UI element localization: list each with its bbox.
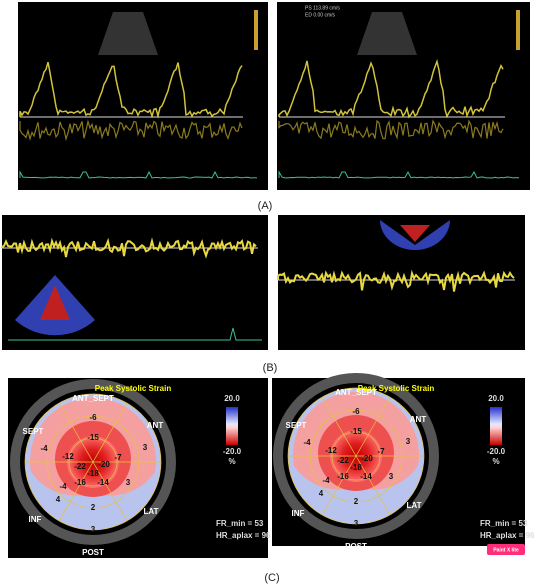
ecg [19,170,258,179]
segment-value: -14 [97,478,109,487]
segment-value: -7 [114,453,122,462]
waveform [19,61,243,119]
scale-min: -20.0 [223,447,242,456]
segment-value: -15 [87,433,99,442]
scale-unit: % [228,457,235,466]
segment-value: -12 [325,446,337,455]
segment-value: -18 [87,469,99,478]
echo-inset [98,12,158,55]
plot-title: Peak Systolic Strain [358,384,435,393]
segment-value: -4 [322,476,330,485]
region-label: SEPT [286,421,307,430]
segment-value: -16 [74,478,86,487]
region-label: ANT_SEPT [72,394,114,403]
region-label: ANT [147,421,164,430]
outer-ring [273,373,439,539]
outer-ring [10,379,176,545]
segment-value: 4 [146,505,151,514]
segment-value: 2 [91,503,96,512]
frame-rate: FR_min = 53 [216,519,264,528]
velocity-scale [516,10,520,50]
segment-value: 4 [319,489,324,498]
waveform [1,237,257,259]
scale-unit: % [492,457,499,466]
plot-title: Peak Systolic Strain [95,384,172,393]
segment-value: 3 [354,519,359,528]
segment-value: 3 [143,443,148,452]
region-label: POST [82,548,104,557]
frame-rate: FR_min = 53 [480,519,528,528]
segment-value: -7 [377,447,385,456]
scale-min: -20.0 [487,447,506,456]
region-label: ANT [410,415,427,424]
segment-value: -16 [337,472,349,481]
color-fan [380,220,450,250]
segment-value: 4 [56,495,61,504]
badge [487,544,525,555]
readout: PS 113.89 cm/s [305,5,340,11]
region-label: ANT_SEPT [335,388,377,397]
region-label: LAT [144,507,159,516]
region-label: SEPT [23,427,44,436]
color-fan [400,225,430,242]
segment-line [58,402,128,522]
segment-value: 3 [91,525,96,534]
waveform [278,119,504,140]
waveform [278,58,504,119]
segment-value: -22 [74,462,86,471]
region-label: POST [345,542,367,551]
region-label: INF [292,509,305,518]
ecg [8,327,262,341]
waveform [19,119,243,142]
segment-line [321,396,391,516]
waveform [277,269,515,292]
color-scale [226,407,238,445]
segment-value: -14 [360,472,372,481]
segment-value: -20 [98,460,110,469]
panel-label: (A) [258,200,273,212]
velocity-scale [254,10,258,50]
echo-inset [357,12,417,55]
segment-value: -6 [352,407,360,416]
panel-label: (C) [264,572,279,584]
segment-value: -15 [350,427,362,436]
readout: ED 0.00 cm/s [305,12,336,18]
region-label: INF [29,515,42,524]
segment-value: -4 [59,482,67,491]
color-scale [490,407,502,445]
segment-value: -4 [40,444,48,453]
region-label: LAT [407,501,422,510]
badge-text: Paint X lite [493,547,519,553]
segment-value: 3 [126,478,131,487]
segment-value: -12 [62,452,74,461]
panel-label: (B) [263,362,278,374]
scale-max: 20.0 [224,394,240,403]
segment-value: 2 [354,497,359,506]
segment-value: 3 [389,472,394,481]
segment-value: -20 [361,454,373,463]
heart-rate: HR_aplax = 96 [216,531,271,540]
segment-value: -4 [303,438,311,447]
heart-rate: HR_aplax = 96 [480,531,535,540]
segment-value: 3 [406,437,411,446]
scale-max: 20.0 [488,394,504,403]
segment-value: 4 [409,499,414,508]
segment-value: -22 [337,456,349,465]
segment-value: -6 [89,413,97,422]
color-fan [40,285,70,320]
ecg [278,170,520,179]
segment-value: -18 [350,463,362,472]
